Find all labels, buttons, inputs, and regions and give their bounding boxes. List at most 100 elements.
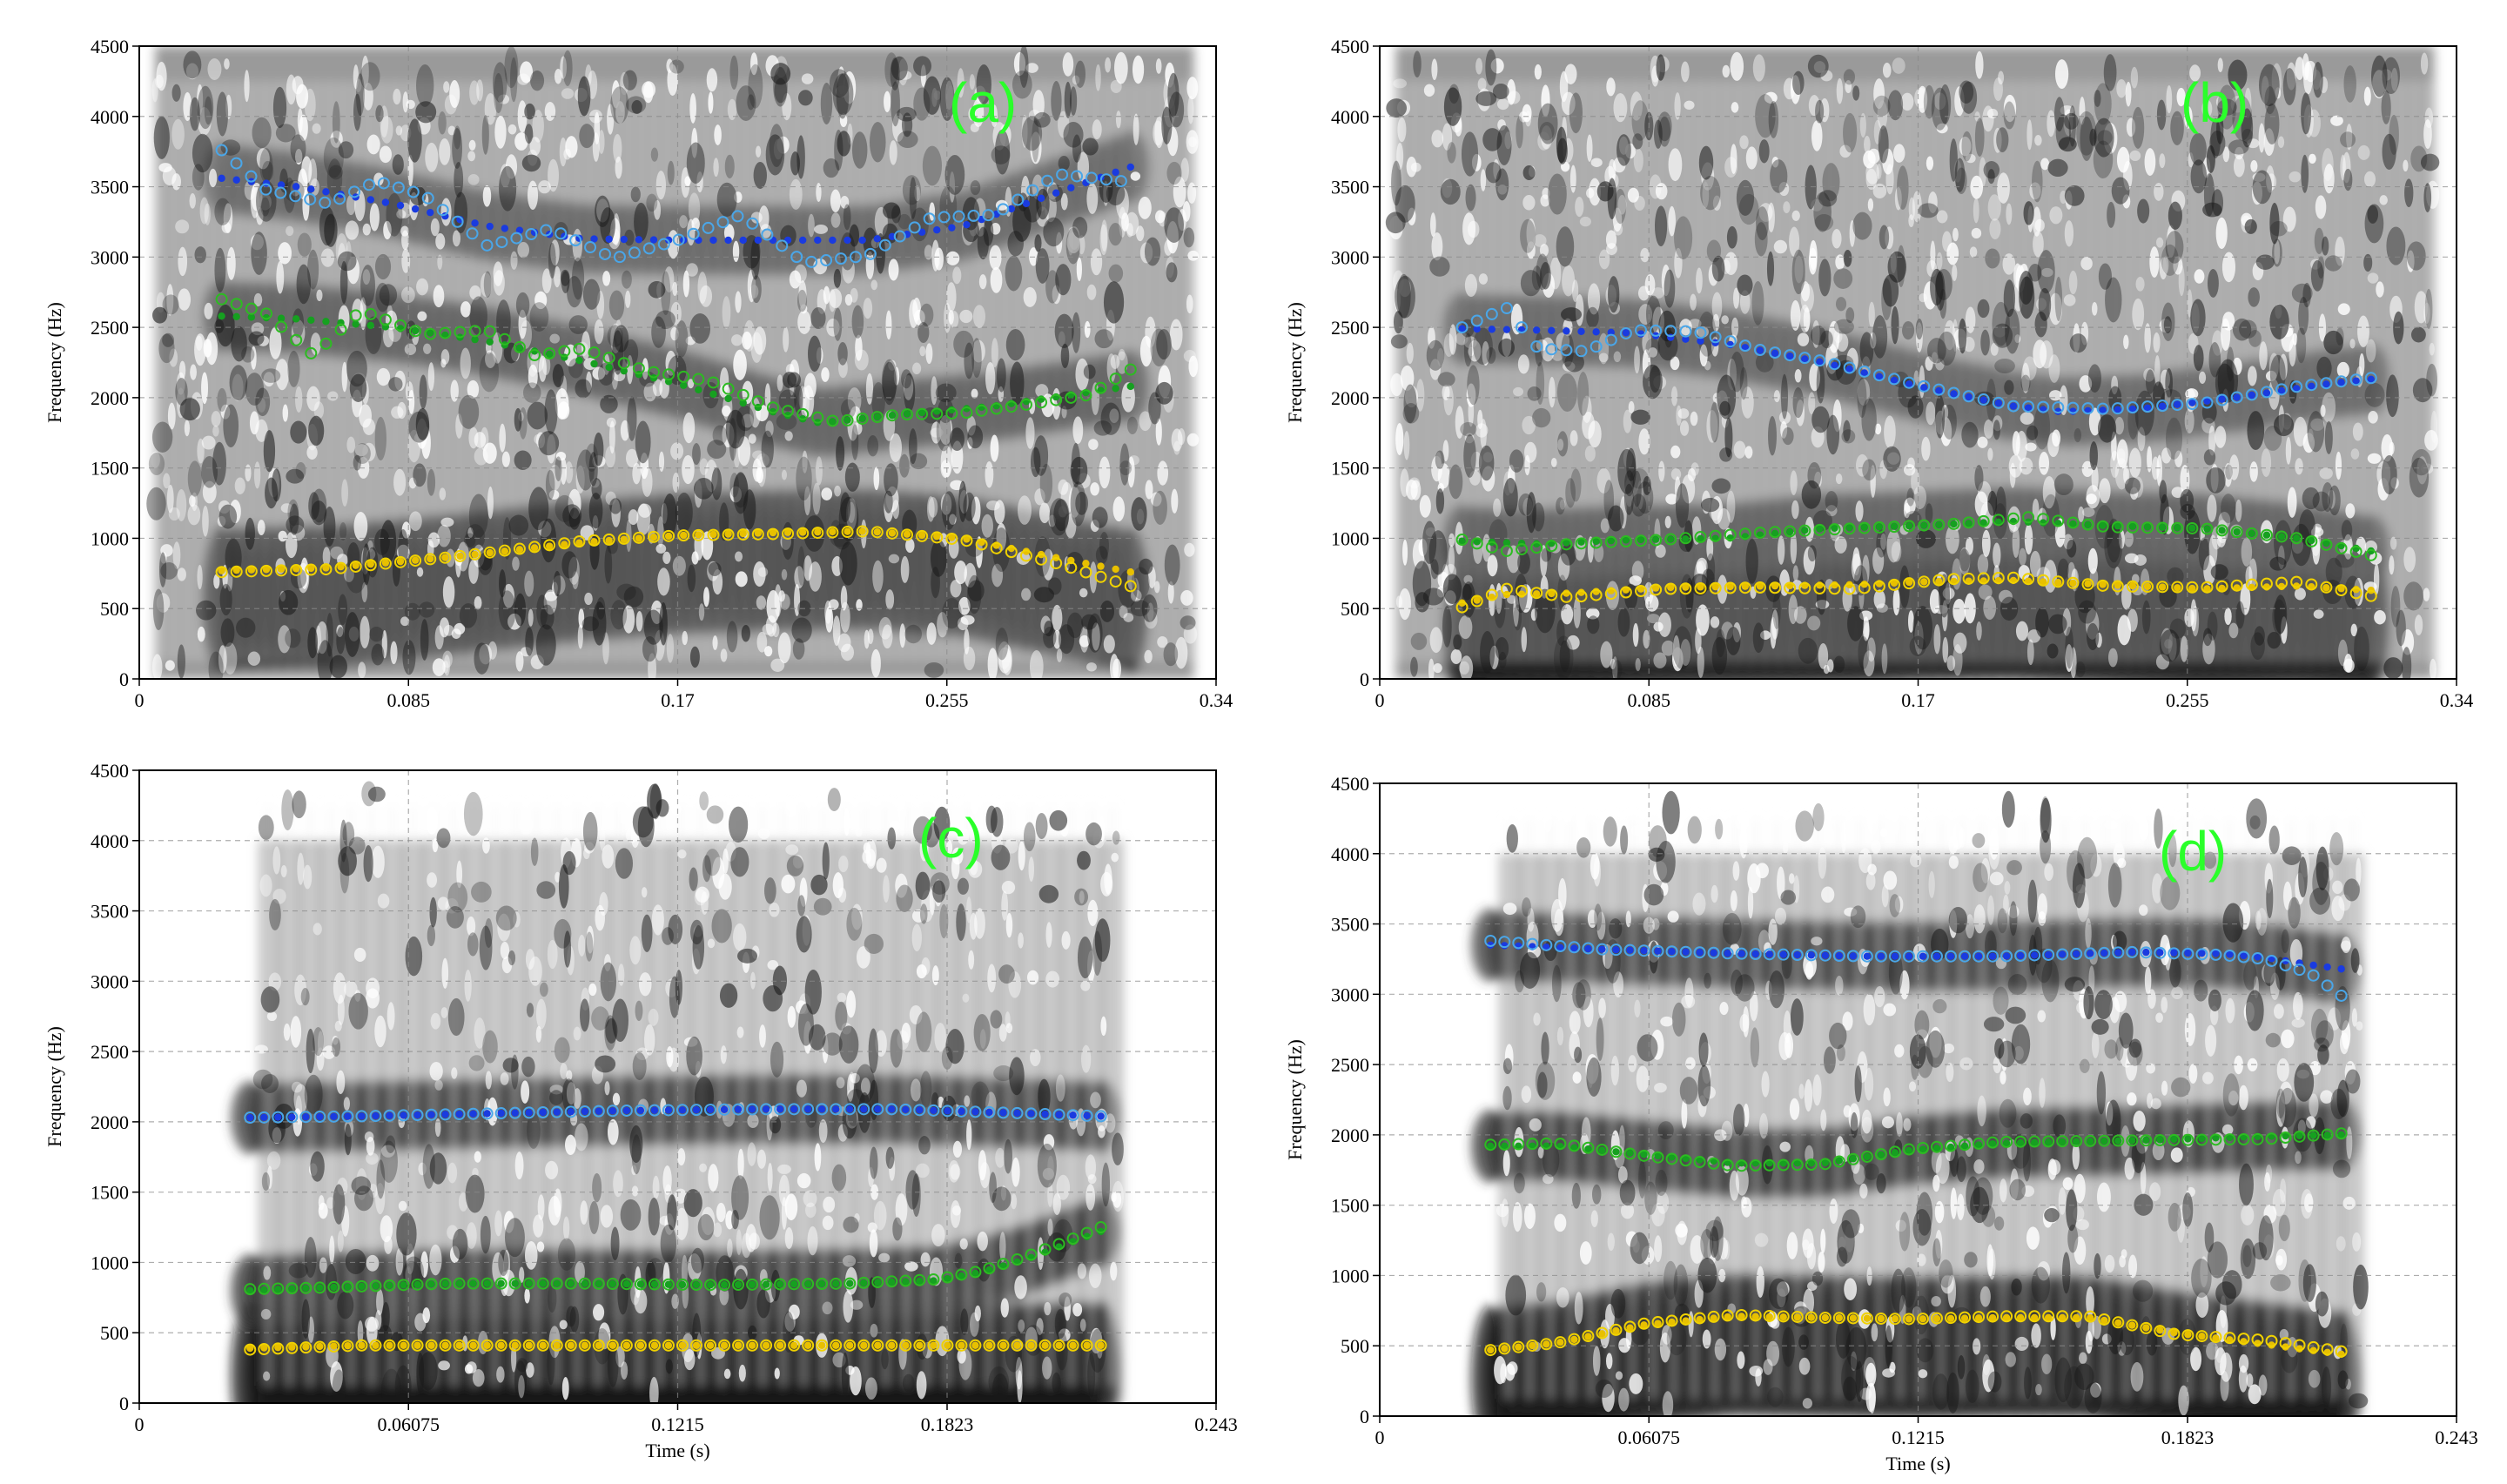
data-point: [1563, 539, 1570, 547]
data-point: [2337, 1131, 2345, 1139]
data-point: [1083, 1341, 1091, 1349]
data-point: [2275, 576, 2289, 589]
data-point: [2198, 1333, 2206, 1340]
y-tick-label: 0: [119, 668, 129, 690]
data-point: [788, 1278, 801, 1291]
data-point: [366, 196, 374, 204]
data-point: [1612, 1148, 1620, 1156]
data-point: [971, 1269, 979, 1278]
data-point: [511, 1341, 519, 1349]
data-point: [1011, 1253, 1024, 1266]
data-point: [2212, 1334, 2220, 1342]
data-point: [1710, 949, 1717, 957]
y-tick-label: 1000: [91, 1252, 129, 1273]
data-point: [2181, 947, 2194, 960]
data-point: [2128, 522, 2137, 530]
data-point: [2174, 584, 2181, 592]
data-point: [2174, 400, 2181, 408]
data-point: [2322, 539, 2330, 547]
data-point: [364, 307, 377, 320]
data-point: [802, 1103, 815, 1116]
data-point: [888, 232, 897, 240]
data-point: [307, 564, 315, 573]
data-point: [1035, 553, 1048, 566]
data-point: [2290, 380, 2303, 393]
data-point: [2364, 589, 2377, 602]
data-point: [967, 209, 980, 222]
data-point: [334, 561, 347, 574]
data-point: [888, 1105, 896, 1113]
data-point: [1891, 952, 1899, 960]
data-point: [1765, 1313, 1773, 1321]
data-point: [1916, 1142, 1929, 1155]
data-point: [732, 1103, 745, 1116]
data-point: [1818, 1158, 1832, 1171]
data-point: [1905, 1315, 1913, 1323]
chart-svg-c: 0 500 1000 1500 2000 2500 3000 3500 4000 4500 0 0.0…: [44, 760, 1238, 1461]
data-point: [1965, 393, 1973, 401]
data-point: [244, 1343, 257, 1356]
data-point: [790, 1341, 798, 1349]
data-point: [724, 236, 732, 245]
data-point: [857, 1339, 870, 1352]
data-point: [1813, 582, 1826, 595]
data-point: [2237, 1333, 2250, 1346]
data-point: [1094, 1221, 1107, 1234]
data-point: [1651, 584, 1660, 592]
data-point: [718, 1339, 731, 1352]
data-point: [941, 1271, 954, 1284]
series-5: [1484, 1308, 2348, 1358]
data-point: [1903, 577, 1916, 590]
data-point: [2158, 523, 2167, 531]
data-point: [2260, 528, 2273, 541]
data-point: [649, 236, 658, 244]
data-point: [648, 530, 661, 543]
data-point: [2014, 1135, 2027, 1148]
data-point: [830, 1339, 843, 1352]
data-point: [1516, 543, 1529, 556]
data-point: [1751, 950, 1759, 958]
data-point: [1872, 369, 1885, 382]
data-point: [958, 1341, 965, 1349]
data-point: [1080, 1226, 1093, 1239]
data-point: [1501, 1142, 1509, 1151]
data-point: [286, 1282, 299, 1295]
data-point: [1529, 1341, 1536, 1350]
data-point: [832, 1279, 840, 1288]
data-point: [525, 1109, 533, 1117]
data-point: [709, 390, 717, 399]
data-point: [1945, 1139, 1958, 1152]
data-point: [469, 1279, 477, 1287]
data-point: [1738, 339, 1751, 353]
data-point: [1682, 948, 1690, 956]
data-point: [1945, 1312, 1958, 1325]
data-point: [2014, 949, 2027, 962]
data-point: [498, 544, 511, 557]
data-point: [330, 1112, 338, 1121]
data-point: [1035, 396, 1048, 409]
data-point: [1679, 325, 1692, 338]
data-point: [2226, 1133, 2234, 1142]
data-point: [776, 1280, 784, 1288]
data-point: [849, 251, 862, 264]
data-point: [2293, 964, 2306, 977]
data-point: [1532, 326, 1541, 334]
data-point: [322, 318, 330, 326]
data-point: [1019, 398, 1032, 411]
data-point: [2248, 529, 2256, 538]
data-point: [424, 327, 437, 340]
data-point: [1473, 538, 1481, 546]
data-point: [1682, 534, 1690, 543]
data-point: [634, 1104, 647, 1117]
data-point: [1071, 170, 1084, 183]
data-point: [411, 326, 420, 335]
data-point: [751, 527, 764, 541]
data-point: [2087, 950, 2094, 957]
data-point: [724, 394, 732, 403]
data-point: [539, 1108, 547, 1117]
data-point: [620, 366, 628, 375]
data-point: [1801, 355, 1809, 363]
data-point: [1082, 560, 1090, 567]
data-point: [277, 565, 286, 574]
data-point: [307, 316, 315, 324]
